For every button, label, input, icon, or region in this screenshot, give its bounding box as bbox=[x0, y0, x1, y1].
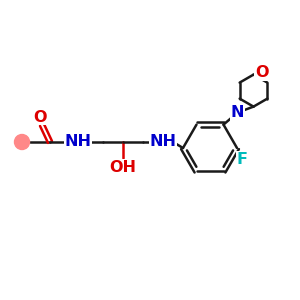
Circle shape bbox=[14, 134, 29, 149]
Text: NH: NH bbox=[64, 134, 92, 149]
Text: NH: NH bbox=[149, 134, 176, 149]
Text: OH: OH bbox=[110, 160, 136, 175]
Text: O: O bbox=[255, 65, 268, 80]
Text: N: N bbox=[231, 105, 244, 120]
Text: O: O bbox=[33, 110, 47, 124]
Text: F: F bbox=[237, 152, 248, 167]
